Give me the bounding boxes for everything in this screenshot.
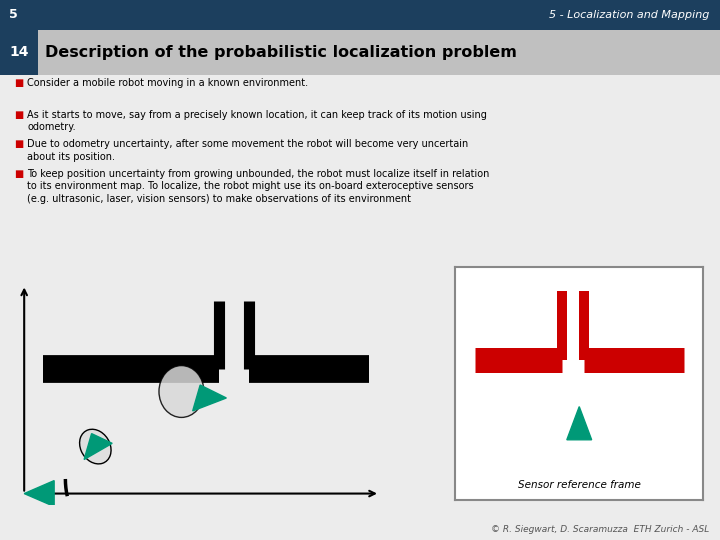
Text: © R. Siegwart, D. Scaramuzza  ETH Zurich - ASL: © R. Siegwart, D. Scaramuzza ETH Zurich … xyxy=(491,524,709,534)
Text: ■: ■ xyxy=(14,139,24,150)
Text: 5 - Localization and Mapping: 5 - Localization and Mapping xyxy=(549,10,709,20)
Text: ■: ■ xyxy=(14,169,24,179)
Ellipse shape xyxy=(159,366,204,417)
Text: 14: 14 xyxy=(9,45,29,59)
Ellipse shape xyxy=(80,429,111,464)
Polygon shape xyxy=(24,481,54,507)
Text: ■: ■ xyxy=(14,78,24,89)
Text: Consider a mobile robot moving in a known environment.: Consider a mobile robot moving in a know… xyxy=(27,78,308,89)
Text: To keep position uncertainty from growing unbounded, the robot must localize its: To keep position uncertainty from growin… xyxy=(27,169,490,204)
Polygon shape xyxy=(567,407,592,440)
Text: 5: 5 xyxy=(9,9,17,22)
Polygon shape xyxy=(84,434,112,460)
Polygon shape xyxy=(193,385,226,411)
Text: Description of the probabilistic localization problem: Description of the probabilistic localiz… xyxy=(45,45,517,60)
Text: Sensor reference frame: Sensor reference frame xyxy=(518,480,641,490)
Text: ■: ■ xyxy=(14,110,24,120)
Text: Due to odometry uncertainty, after some movement the robot will become very unce: Due to odometry uncertainty, after some … xyxy=(27,139,469,161)
Text: As it starts to move, say from a precisely known location, it can keep track of : As it starts to move, say from a precise… xyxy=(27,110,487,132)
